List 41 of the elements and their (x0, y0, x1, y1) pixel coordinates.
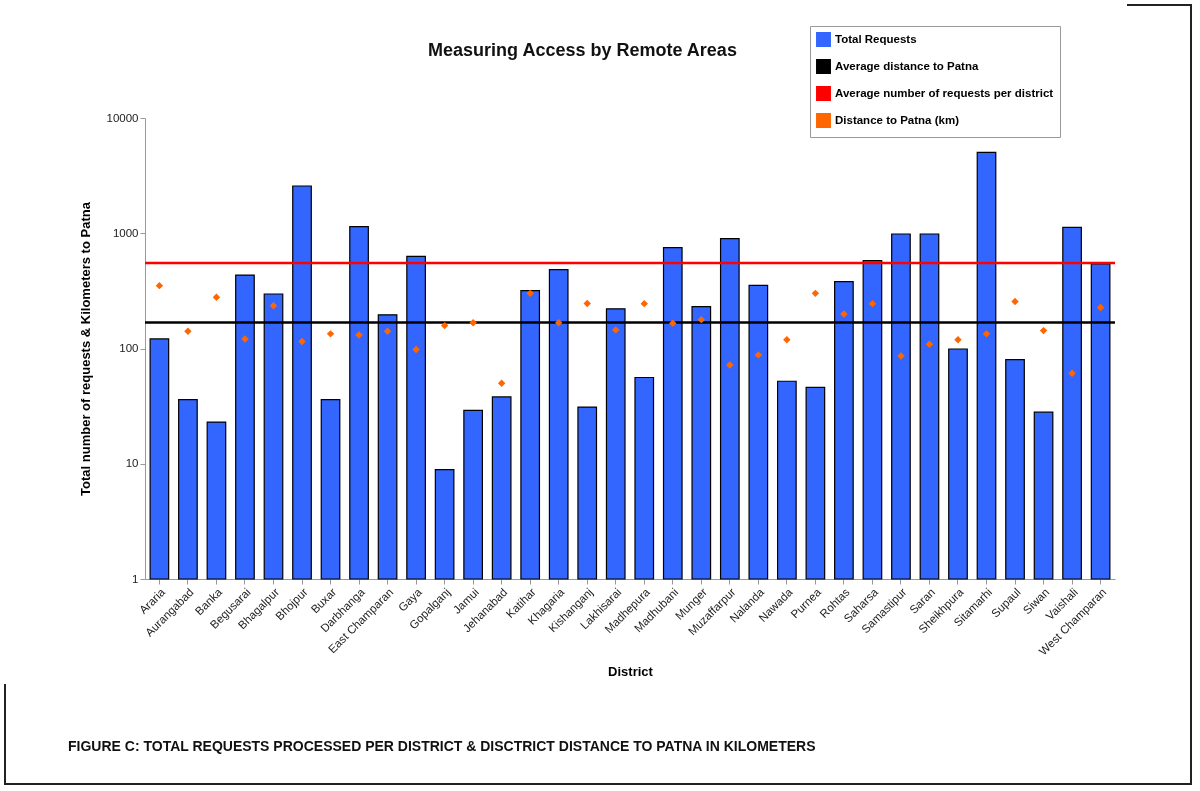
point (469, 319, 477, 327)
y-tick-label: 10000 (106, 111, 139, 124)
point (982, 330, 991, 338)
point (697, 315, 706, 324)
y-tick-label: 10 (125, 457, 139, 470)
legend-label: Total Requests (835, 32, 917, 45)
point (497, 379, 506, 387)
point (440, 321, 449, 330)
point (383, 327, 392, 336)
point (1068, 369, 1076, 377)
y-axis-title: Total number of requests & Kilometers to Patna (77, 201, 93, 496)
legend-label: Average number of requests per district (835, 86, 1054, 99)
point (184, 327, 192, 336)
point (298, 337, 306, 346)
point (1096, 303, 1105, 312)
text: FIGURE C: TOTAL REQUESTS PROCESSED PER DISTRICT & DISCTRICT DISTANCE TO PATNA IN KILOMETERS (68, 738, 816, 754)
point (669, 319, 677, 327)
point (269, 302, 278, 310)
point (811, 289, 820, 298)
point (612, 326, 620, 334)
point (640, 299, 648, 308)
point (583, 299, 591, 308)
point (526, 289, 534, 298)
legend-label: Distance to Patna (km) (835, 113, 960, 126)
point (1011, 297, 1019, 306)
point (326, 330, 335, 338)
legend-label: Average distance to Patna (835, 59, 979, 72)
point (554, 319, 563, 327)
point (1039, 326, 1048, 335)
y-tick-label: 100 (119, 342, 139, 354)
point (754, 351, 763, 359)
x-axis-title: District (608, 663, 654, 679)
chart-title: Measuring Access by Remote Areas (428, 40, 737, 60)
point (868, 299, 877, 308)
y-tick-label: 1000 (112, 226, 139, 239)
point (155, 281, 164, 290)
point (925, 340, 934, 348)
y-tick-label: 1 (132, 572, 139, 585)
point (783, 336, 791, 344)
point (412, 345, 420, 354)
point (212, 293, 221, 302)
